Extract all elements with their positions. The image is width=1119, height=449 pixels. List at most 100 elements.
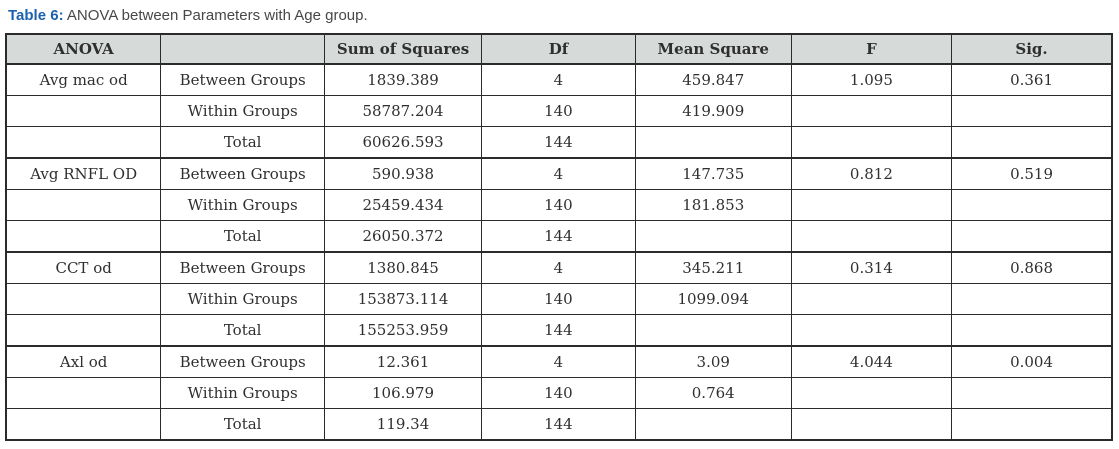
table-row: Total 26050.372 144 bbox=[5, 220, 1113, 253]
f-cell bbox=[790, 126, 953, 159]
mean-square-cell bbox=[634, 126, 792, 159]
parameter-cell bbox=[5, 314, 162, 347]
sum-of-squares-cell: 1380.845 bbox=[324, 251, 483, 284]
df-cell: 144 bbox=[481, 126, 636, 159]
column-header-sum-of-squares: Sum of Squares bbox=[324, 33, 483, 65]
column-header-mean-square: Mean Square bbox=[634, 33, 792, 65]
parameter-cell bbox=[5, 220, 162, 253]
mean-square-cell: 459.847 bbox=[634, 63, 792, 96]
sum-of-squares-cell: 12.361 bbox=[324, 345, 483, 378]
f-cell bbox=[790, 408, 953, 441]
f-cell bbox=[790, 95, 953, 127]
column-header-anova: ANOVA bbox=[5, 33, 162, 65]
anova-table-header: ANOVA Sum of Squares Df Mean Square F Sig. bbox=[5, 33, 1113, 65]
table-row: Within Groups 106.979 140 0.764 bbox=[5, 377, 1113, 409]
source-cell: Within Groups bbox=[160, 283, 326, 315]
header-row: ANOVA Sum of Squares Df Mean Square F Sig. bbox=[5, 33, 1113, 65]
parameter-cell bbox=[5, 126, 162, 159]
sig-cell bbox=[951, 189, 1113, 221]
sig-cell bbox=[951, 377, 1113, 409]
anova-table-body: Avg mac od Between Groups 1839.389 4 459.847… bbox=[5, 63, 1113, 441]
source-cell: Within Groups bbox=[160, 189, 326, 221]
mean-square-cell: 3.09 bbox=[634, 345, 792, 378]
parameter-cell bbox=[5, 377, 162, 409]
sum-of-squares-cell: 155253.959 bbox=[324, 314, 483, 347]
f-cell: 0.812 bbox=[790, 157, 953, 190]
df-cell: 140 bbox=[481, 95, 636, 127]
df-cell: 4 bbox=[481, 345, 636, 378]
sig-cell bbox=[951, 95, 1113, 127]
sig-cell: 0.868 bbox=[951, 251, 1113, 284]
sum-of-squares-cell: 106.979 bbox=[324, 377, 483, 409]
df-cell: 144 bbox=[481, 408, 636, 441]
source-cell: Total bbox=[160, 126, 326, 159]
mean-square-cell bbox=[634, 408, 792, 441]
sum-of-squares-cell: 60626.593 bbox=[324, 126, 483, 159]
sig-cell bbox=[951, 220, 1113, 253]
df-cell: 140 bbox=[481, 283, 636, 315]
source-cell: Total bbox=[160, 314, 326, 347]
sig-cell: 0.519 bbox=[951, 157, 1113, 190]
mean-square-cell bbox=[634, 314, 792, 347]
mean-square-cell: 181.853 bbox=[634, 189, 792, 221]
source-cell: Between Groups bbox=[160, 157, 326, 190]
table-row: Within Groups 58787.204 140 419.909 bbox=[5, 95, 1113, 127]
parameter-cell bbox=[5, 408, 162, 441]
mean-square-cell: 345.211 bbox=[634, 251, 792, 284]
f-cell bbox=[790, 283, 953, 315]
df-cell: 144 bbox=[481, 220, 636, 253]
sig-cell bbox=[951, 283, 1113, 315]
df-cell: 144 bbox=[481, 314, 636, 347]
mean-square-cell: 147.735 bbox=[634, 157, 792, 190]
column-header-sig-: Sig. bbox=[951, 33, 1113, 65]
f-cell bbox=[790, 220, 953, 253]
sig-cell: 0.004 bbox=[951, 345, 1113, 378]
sum-of-squares-cell: 119.34 bbox=[324, 408, 483, 441]
parameter-cell: Avg RNFL OD bbox=[5, 157, 162, 190]
f-cell bbox=[790, 189, 953, 221]
table-row: Total 119.34 144 bbox=[5, 408, 1113, 441]
sum-of-squares-cell: 26050.372 bbox=[324, 220, 483, 253]
source-cell: Between Groups bbox=[160, 251, 326, 284]
table-row: Axl od Between Groups 12.361 4 3.09 4.044 0.00… bbox=[5, 345, 1113, 378]
f-cell bbox=[790, 377, 953, 409]
mean-square-cell: 1099.094 bbox=[634, 283, 792, 315]
parameter-cell: CCT od bbox=[5, 251, 162, 284]
f-cell: 1.095 bbox=[790, 63, 953, 96]
f-cell: 4.044 bbox=[790, 345, 953, 378]
sum-of-squares-cell: 153873.114 bbox=[324, 283, 483, 315]
f-cell: 0.314 bbox=[790, 251, 953, 284]
df-cell: 140 bbox=[481, 189, 636, 221]
source-cell: Within Groups bbox=[160, 95, 326, 127]
table-caption: Table 6: ANOVA between Parameters with A… bbox=[0, 0, 1119, 26]
df-cell: 140 bbox=[481, 377, 636, 409]
anova-table: ANOVA Sum of Squares Df Mean Square F Sig. Av… bbox=[5, 33, 1113, 441]
source-cell: Between Groups bbox=[160, 63, 326, 96]
sum-of-squares-cell: 590.938 bbox=[324, 157, 483, 190]
sum-of-squares-cell: 25459.434 bbox=[324, 189, 483, 221]
sig-cell: 0.361 bbox=[951, 63, 1113, 96]
column-header-empty bbox=[160, 33, 326, 65]
mean-square-cell: 0.764 bbox=[634, 377, 792, 409]
table-row: Total 60626.593 144 bbox=[5, 126, 1113, 159]
table-row: Within Groups 153873.114 140 1099.094 bbox=[5, 283, 1113, 315]
source-cell: Within Groups bbox=[160, 377, 326, 409]
df-cell: 4 bbox=[481, 251, 636, 284]
source-cell: Total bbox=[160, 408, 326, 441]
df-cell: 4 bbox=[481, 63, 636, 96]
parameter-cell bbox=[5, 189, 162, 221]
source-cell: Total bbox=[160, 220, 326, 253]
sum-of-squares-cell: 1839.389 bbox=[324, 63, 483, 96]
parameter-cell: Axl od bbox=[5, 345, 162, 378]
sig-cell bbox=[951, 126, 1113, 159]
sig-cell bbox=[951, 314, 1113, 347]
f-cell bbox=[790, 314, 953, 347]
table-row: CCT od Between Groups 1380.845 4 345.211 0.31… bbox=[5, 251, 1113, 284]
mean-square-cell: 419.909 bbox=[634, 95, 792, 127]
table-row: Within Groups 25459.434 140 181.853 bbox=[5, 189, 1113, 221]
table-row: Avg RNFL OD Between Groups 590.938 4 147.735… bbox=[5, 157, 1113, 190]
parameter-cell bbox=[5, 283, 162, 315]
table-row: Avg mac od Between Groups 1839.389 4 459.847… bbox=[5, 63, 1113, 96]
sum-of-squares-cell: 58787.204 bbox=[324, 95, 483, 127]
